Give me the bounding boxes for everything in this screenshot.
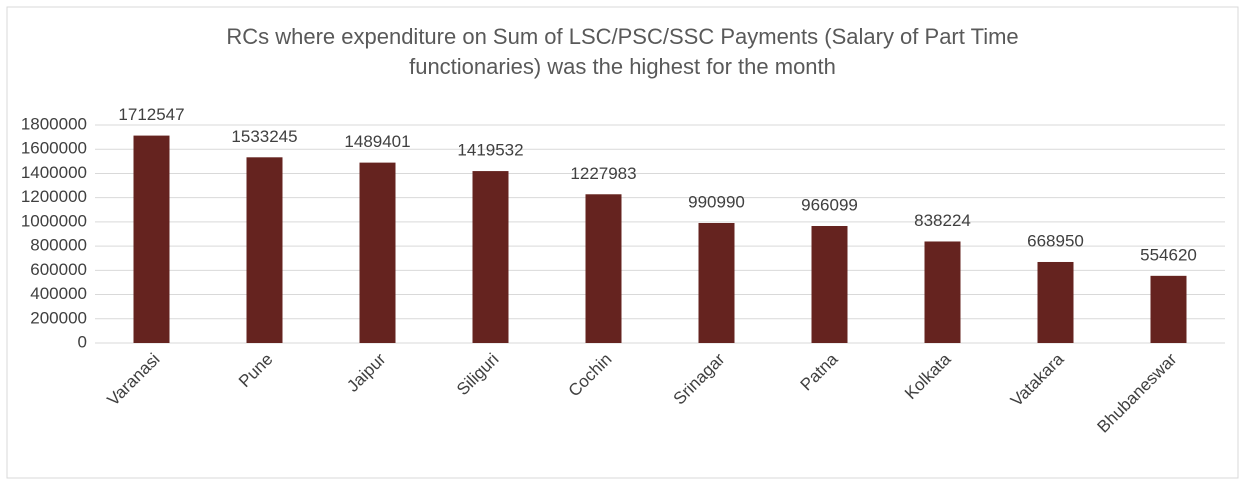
data-label: 990990 [688,192,745,211]
bar [811,225,848,343]
y-tick-label: 1800000 [21,114,87,133]
y-tick-label: 1200000 [21,187,87,206]
chart-border [6,6,1239,479]
y-tick-label: 0 [78,332,87,351]
y-tick-label: 200000 [30,308,87,327]
y-tick-label: 1600000 [21,139,87,158]
bar [585,194,622,343]
data-label: 1489401 [344,132,410,151]
bar [472,171,509,343]
bar [359,162,396,343]
data-label: 1712547 [118,105,184,124]
data-label: 838224 [914,211,971,230]
data-label: 1227983 [570,164,636,183]
bar [1037,261,1074,343]
bar [698,222,735,343]
data-label: 554620 [1140,245,1197,264]
bar [246,157,283,343]
data-label: 668950 [1027,231,1084,250]
data-label: 1533245 [231,127,297,146]
y-tick-label: 400000 [30,284,87,303]
bar [924,241,961,343]
y-tick-label: 800000 [30,236,87,255]
chart-title: RCs where expenditure on Sum of LSC/PSC/… [226,24,1019,79]
y-tick-label: 1000000 [21,211,87,230]
bar [1150,275,1187,343]
y-tick-label: 600000 [30,260,87,279]
data-label: 1419532 [457,141,523,160]
data-label: 966099 [801,195,858,214]
y-tick-label: 1400000 [21,163,87,182]
bar [133,135,170,343]
